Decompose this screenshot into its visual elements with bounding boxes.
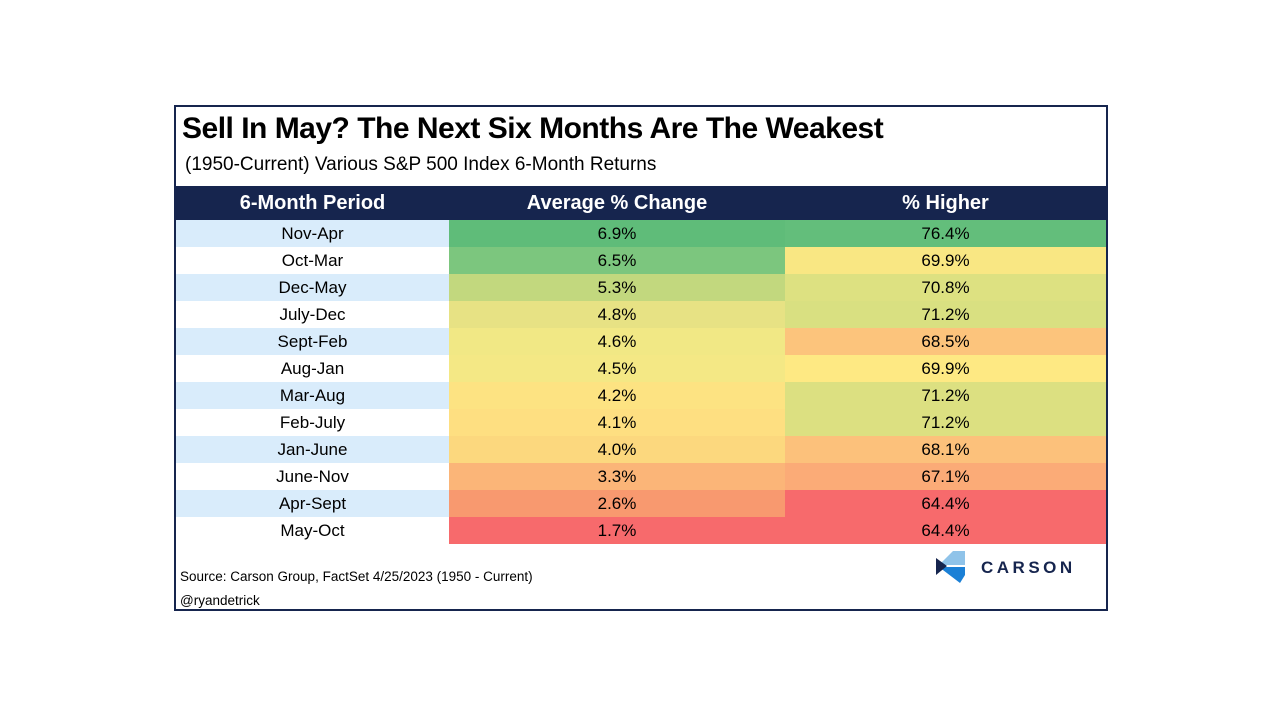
table-row: Aug-Jan 4.5% 69.9% [176,355,1106,382]
column-header-average-change: Average % Change [526,192,708,214]
table-row: Feb-July 4.1% 71.2% [176,409,1106,436]
avg-change-cell: 4.0% [449,436,785,463]
twitter-handle: @ryandetrick [180,593,260,608]
table-row: Nov-Apr 6.9% 76.4% [176,220,1106,247]
percent-higher-cell: 69.9% [785,247,1106,274]
percent-higher-cell: 69.9% [785,355,1106,382]
table-row: Jan-June 4.0% 68.1% [176,436,1106,463]
returns-table: 6-Month Period Average % Change % Higher… [176,186,1106,544]
period-cell: Dec-May [176,274,449,301]
carson-logo-text: CARSON [981,557,1076,577]
table-row: July-Dec 4.8% 71.2% [176,301,1106,328]
period-cell: July-Dec [176,301,449,328]
period-cell: Feb-July [176,409,449,436]
avg-change-cell: 5.3% [449,274,785,301]
period-cell: May-Oct [176,517,449,544]
period-cell: June-Nov [176,463,449,490]
table-header-row: 6-Month Period Average % Change % Higher [176,186,1106,220]
period-cell: Jan-June [176,436,449,463]
table-row: Dec-May 5.3% 70.8% [176,274,1106,301]
table-row: Oct-Mar 6.5% 69.9% [176,247,1106,274]
carson-logo: CARSON [936,551,1076,584]
period-cell: Mar-Aug [176,382,449,409]
percent-higher-cell: 71.2% [785,382,1106,409]
period-cell: Oct-Mar [176,247,449,274]
avg-change-cell: 3.3% [449,463,785,490]
page-subtitle: (1950-Current) Various S&P 500 Index 6-M… [185,154,657,175]
percent-higher-cell: 64.4% [785,490,1106,517]
avg-change-cell: 2.6% [449,490,785,517]
table-row: Apr-Sept 2.6% 64.4% [176,490,1106,517]
percent-higher-cell: 71.2% [785,301,1106,328]
percent-higher-cell: 67.1% [785,463,1106,490]
avg-change-cell: 4.2% [449,382,785,409]
carson-logo-icon [936,551,965,583]
table-row: Sept-Feb 4.6% 68.5% [176,328,1106,355]
table-body: Nov-Apr 6.9% 76.4% Oct-Mar 6.5% 69.9% De… [176,220,1106,544]
avg-change-cell: 4.1% [449,409,785,436]
percent-higher-cell: 68.5% [785,328,1106,355]
table-row: Mar-Aug 4.2% 71.2% [176,382,1106,409]
table-row: May-Oct 1.7% 64.4% [176,517,1106,544]
column-header-period: 6-Month Period [239,192,386,214]
source-text: Source: Carson Group, FactSet 4/25/2023 … [180,569,533,584]
avg-change-cell: 4.6% [449,328,785,355]
column-header-percent-higher: % Higher [902,192,989,214]
period-cell: Apr-Sept [176,490,449,517]
page-title: Sell In May? The Next Six Months Are The… [182,112,884,145]
period-cell: Sept-Feb [176,328,449,355]
percent-higher-cell: 70.8% [785,274,1106,301]
period-cell: Nov-Apr [176,220,449,247]
avg-change-cell: 6.9% [449,220,785,247]
percent-higher-cell: 76.4% [785,220,1106,247]
avg-change-cell: 6.5% [449,247,785,274]
table-row: June-Nov 3.3% 67.1% [176,463,1106,490]
avg-change-cell: 4.5% [449,355,785,382]
avg-change-cell: 1.7% [449,517,785,544]
percent-higher-cell: 64.4% [785,517,1106,544]
percent-higher-cell: 68.1% [785,436,1106,463]
period-cell: Aug-Jan [176,355,449,382]
percent-higher-cell: 71.2% [785,409,1106,436]
avg-change-cell: 4.8% [449,301,785,328]
chart-panel: Sell In May? The Next Six Months Are The… [174,105,1108,611]
